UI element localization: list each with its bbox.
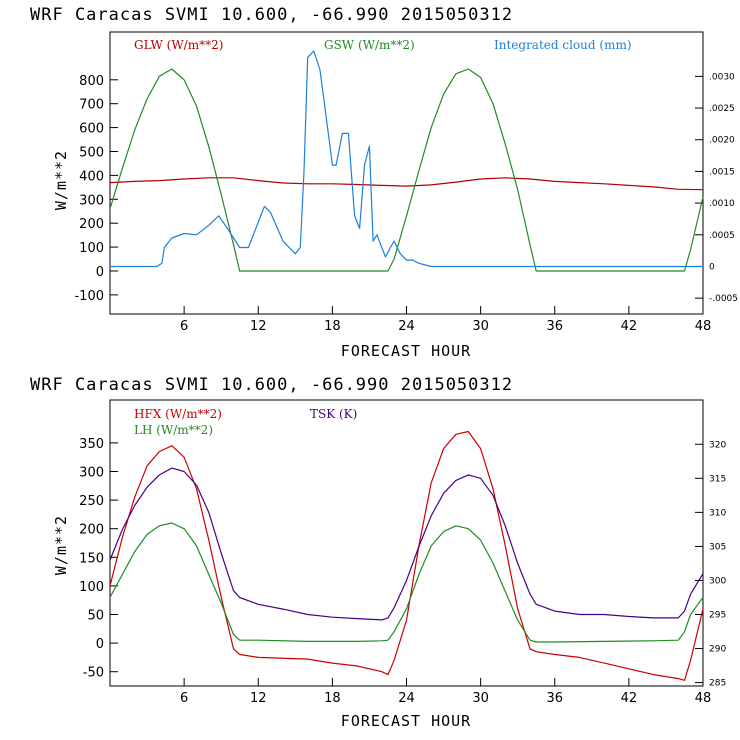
top-y2-tick-label: .0025 <box>709 104 735 114</box>
top-y-tick-label: -100 <box>74 289 104 304</box>
top-y-ticks: -100 0 100 200 300 400 500 600 700 800 <box>74 74 118 304</box>
bottom-x-axis-label: FORECAST HOUR <box>341 712 471 730</box>
bottom-y-tick-label: 50 <box>87 609 104 624</box>
bottom-x-tick-label: 24 <box>398 691 415 706</box>
bottom-series-tsk-line <box>109 467 704 621</box>
top-x-tick-label: 36 <box>546 319 563 334</box>
top-series-gsw-line <box>109 68 704 272</box>
bottom-x-ticks: 6 12 18 24 30 36 42 48 <box>180 678 711 706</box>
top-y-axis-label: W/m**2 <box>52 150 70 210</box>
bottom-panel: WRF Caracas SVMI 10.600, -66.990 2015050… <box>30 375 726 730</box>
bottom-y2-tick-label: 320 <box>709 440 726 450</box>
legend-hfx: HFX (W/m**2) <box>134 407 222 421</box>
top-series-integrated-line <box>110 50 703 268</box>
top-y2-tick-label: -.0005 <box>709 294 738 304</box>
bottom-y-tick-label: 250 <box>79 494 104 509</box>
legend-gsw: GSW (W/m**2) <box>324 38 415 52</box>
top-x-tick-label: 6 <box>180 319 188 334</box>
bottom-y2-tick-label: 285 <box>709 679 726 689</box>
top-x-tick-label: 30 <box>472 319 489 334</box>
top-plot-frame <box>109 31 704 315</box>
legend-glw: GLW (W/m**2) <box>134 38 223 52</box>
top-series-glw-line <box>109 177 704 191</box>
bottom-x-tick-label: 12 <box>250 691 267 706</box>
top-y-tick-label: 800 <box>79 74 104 89</box>
bottom-y-ticks: -50 0 50 100 150 200 250 300 350 <box>79 437 118 681</box>
top-x-tick-label: 24 <box>398 319 415 334</box>
top-y2-tick-label: .0020 <box>709 136 735 146</box>
top-y2-tick-label: .0010 <box>709 199 735 209</box>
bottom-series-hfx-line <box>109 430 704 681</box>
top-x-tick-label: 48 <box>695 319 712 334</box>
bottom-y-tick-label: 350 <box>79 437 104 452</box>
bottom-x-tick-label: 36 <box>546 691 563 706</box>
bottom-y2-ticks: 285 290 295 300 305 310 315 320 <box>695 440 726 689</box>
bottom-series <box>109 430 704 681</box>
top-x-axis-label: FORECAST HOUR <box>341 342 471 360</box>
legend-lh: LH (W/m**2) <box>134 423 213 437</box>
top-x-tick-label: 42 <box>621 319 638 334</box>
top-series <box>109 50 704 272</box>
bottom-y-tick-label: -50 <box>83 666 104 681</box>
top-y-tick-label: 600 <box>79 122 104 137</box>
bottom-x-tick-label: 30 <box>472 691 489 706</box>
bottom-x-tick-label: 18 <box>324 691 341 706</box>
bottom-y-tick-label: 0 <box>96 637 104 652</box>
bottom-y2-tick-label: 305 <box>709 542 726 552</box>
top-title: WRF Caracas SVMI 10.600, -66.990 2015050… <box>30 5 513 25</box>
bottom-y-tick-label: 100 <box>79 580 104 595</box>
bottom-x-tick-label: 42 <box>621 691 638 706</box>
bottom-y2-tick-label: 310 <box>709 508 726 518</box>
top-y-tick-label: 300 <box>79 193 104 208</box>
top-y2-tick-label: .0015 <box>709 167 735 177</box>
legend-tsk: TSK (K) <box>310 407 357 421</box>
top-y2-tick-label: .0030 <box>709 72 735 82</box>
top-x-tick-label: 18 <box>324 319 341 334</box>
bottom-y-tick-label: 200 <box>79 523 104 538</box>
top-y-tick-label: 200 <box>79 217 104 232</box>
top-y-tick-label: 0 <box>96 265 104 280</box>
top-y2-ticks: -.0005 0 .0005 .0010 .0015 .0020 .0025 .0030 <box>695 72 738 304</box>
legend-cloud: Integrated cloud (mm) <box>494 38 632 52</box>
top-y-tick-label: 500 <box>79 145 104 160</box>
bottom-y-tick-label: 150 <box>79 551 104 566</box>
top-y-tick-label: 700 <box>79 98 104 113</box>
bottom-y2-tick-label: 295 <box>709 611 726 621</box>
bottom-y-axis-label: W/m**2 <box>52 515 70 575</box>
top-y-tick-label: 400 <box>79 169 104 184</box>
bottom-plot-frame <box>109 399 704 687</box>
top-y-tick-label: 100 <box>79 241 104 256</box>
top-x-ticks: 6 12 18 24 30 36 42 48 <box>180 306 711 334</box>
bottom-title: WRF Caracas SVMI 10.600, -66.990 2015050… <box>30 375 513 395</box>
top-x-tick-label: 12 <box>250 319 267 334</box>
bottom-series-lh-line <box>109 522 704 643</box>
bottom-y2-tick-label: 315 <box>709 474 726 484</box>
top-panel: WRF Caracas SVMI 10.600, -66.990 2015050… <box>30 5 738 360</box>
bottom-y2-tick-label: 300 <box>709 576 726 586</box>
bottom-y2-tick-label: 290 <box>709 645 726 655</box>
top-y2-tick-label: 0 <box>709 262 715 272</box>
bottom-x-tick-label: 48 <box>695 691 712 706</box>
top-y2-tick-label: .0005 <box>709 231 735 241</box>
bottom-x-tick-label: 6 <box>180 691 188 706</box>
bottom-y-tick-label: 300 <box>79 466 104 481</box>
